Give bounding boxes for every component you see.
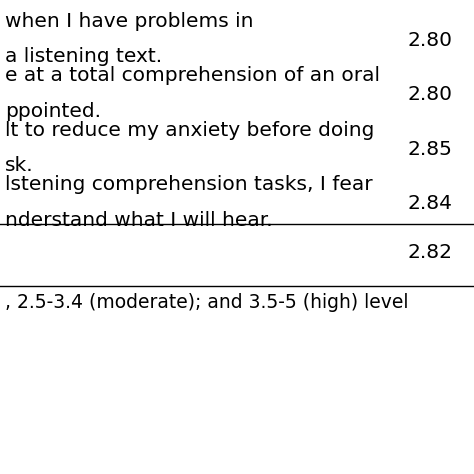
Text: 2.84: 2.84 (408, 194, 453, 213)
Text: 2.85: 2.85 (408, 140, 453, 159)
Text: when I have problems in: when I have problems in (5, 12, 253, 31)
Text: , 2.5-3.4 (moderate); and 3.5-5 (high) level: , 2.5-3.4 (moderate); and 3.5-5 (high) l… (5, 293, 408, 312)
Text: 2.82: 2.82 (408, 243, 453, 262)
Text: ppointed.: ppointed. (5, 102, 101, 121)
Text: sk.: sk. (5, 156, 33, 175)
Text: e at a total comprehension of an oral: e at a total comprehension of an oral (5, 66, 380, 85)
Text: 2.80: 2.80 (408, 31, 453, 50)
Text: nderstand what I will hear.: nderstand what I will hear. (5, 211, 273, 230)
Text: lt to reduce my anxiety before doing: lt to reduce my anxiety before doing (5, 121, 374, 140)
Text: a listening text.: a listening text. (5, 47, 162, 66)
Text: lstening comprehension tasks, I fear: lstening comprehension tasks, I fear (5, 175, 373, 194)
Text: 2.80: 2.80 (408, 85, 453, 104)
